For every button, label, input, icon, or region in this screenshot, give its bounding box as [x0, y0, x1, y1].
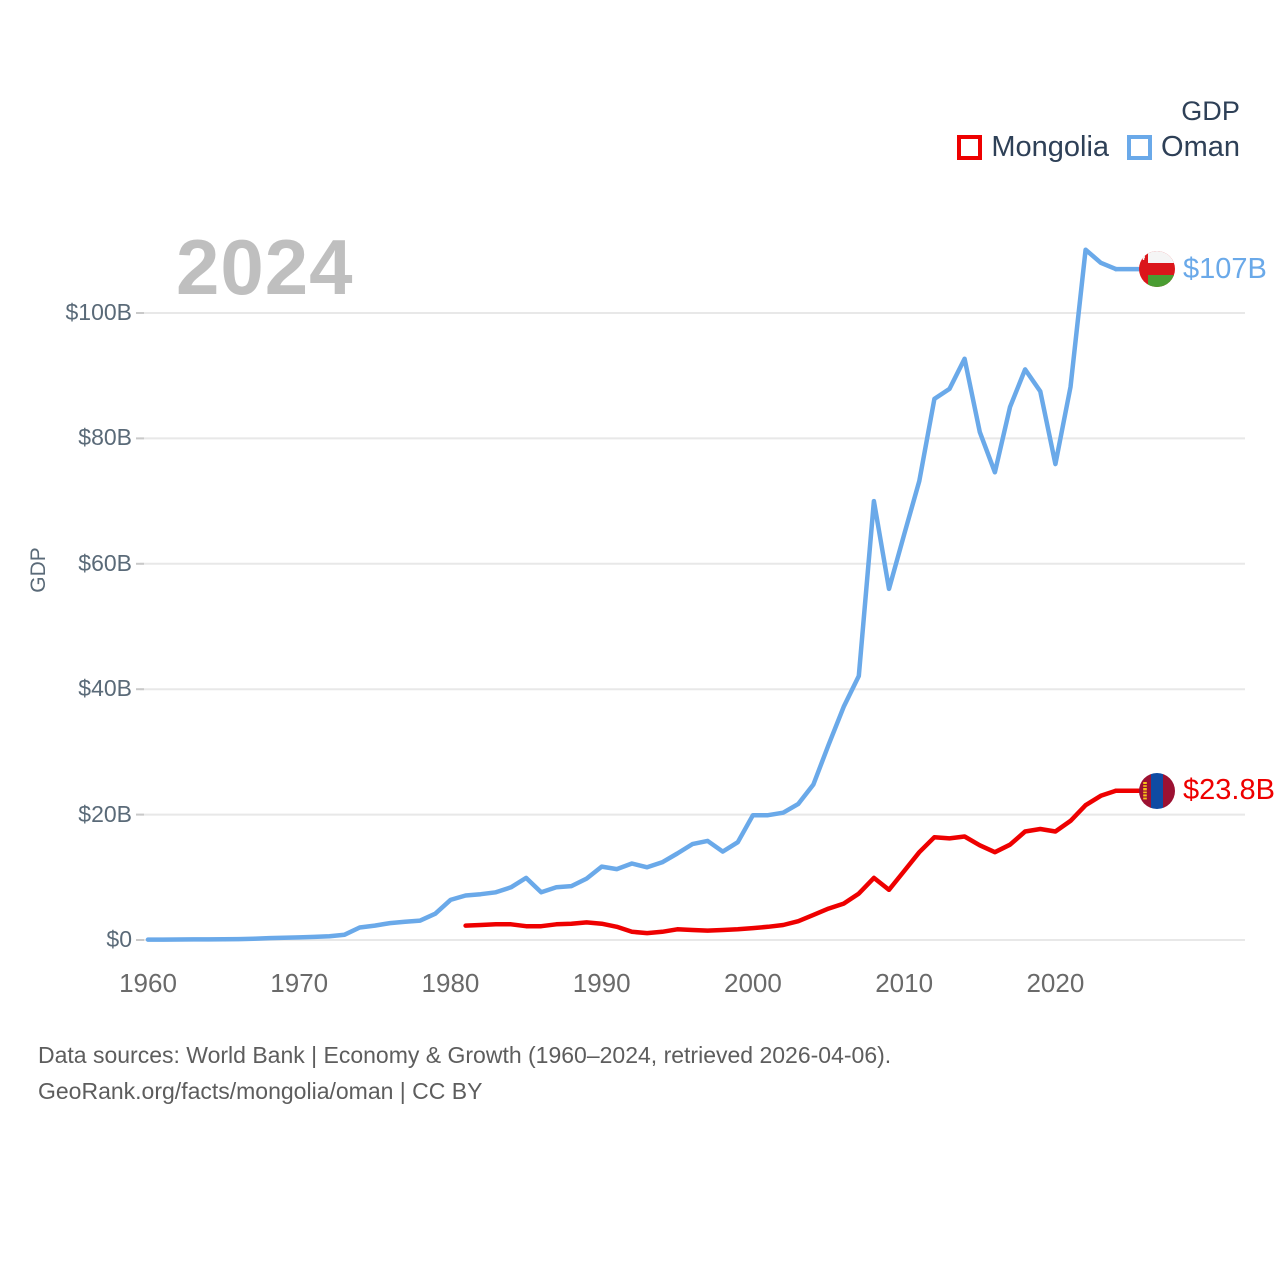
mongolia-flag-icon	[1139, 772, 1175, 809]
legend-swatch-oman	[1127, 135, 1153, 160]
legend-title: GDP	[1181, 96, 1240, 126]
year-watermark: 2024	[176, 223, 354, 311]
endpoint-marker-oman: $107B	[1139, 251, 1267, 288]
gridlines	[140, 312, 1245, 941]
footer-line-sources: Data sources: World Bank | Economy & Gro…	[38, 1042, 892, 1068]
oman-flag-icon	[1139, 251, 1175, 288]
endpoint-value-oman: $107B	[1183, 252, 1267, 285]
y-tick-marks	[136, 312, 144, 941]
legend-entry-oman[interactable]: Oman	[1127, 133, 1240, 162]
legend-swatch-mongolia	[957, 135, 983, 160]
x-tick-label: 1970	[270, 968, 329, 998]
x-tick-label: 2010	[875, 968, 934, 998]
y-tick-label: $0	[106, 926, 132, 952]
chart-legend: GDP Mongolia Oman	[957, 96, 1240, 162]
footer-line-url[interactable]: GeoRank.org/facts/mongolia/oman | CC BY	[38, 1077, 483, 1104]
legend-items: Mongolia Oman	[957, 133, 1240, 162]
legend-label-mongolia: Mongolia	[991, 131, 1110, 163]
x-tick-label: 2020	[1026, 968, 1085, 998]
x-tick-label: 2000	[724, 968, 782, 998]
y-tick-label: $40B	[78, 675, 132, 702]
y-tick-label: $20B	[78, 800, 132, 827]
series-line-mongolia	[463, 788, 1119, 936]
series-line-oman	[145, 247, 1119, 942]
x-tick-label: 1980	[421, 968, 480, 998]
y-tick-label: $80B	[78, 424, 132, 451]
endpoint-value-mongolia: $23.8B	[1183, 774, 1275, 807]
legend-label-oman: Oman	[1161, 131, 1240, 163]
y-tick-label: $100B	[65, 299, 132, 325]
series-lines	[145, 247, 1144, 942]
y-tick-label: $60B	[78, 549, 132, 576]
footer-attribution: Data sources: World Bank | Economy & Gro…	[38, 1038, 891, 1109]
legend-entry-mongolia[interactable]: Mongolia	[957, 133, 1109, 162]
endpoint-marker-mongolia: $23.8B	[1139, 772, 1275, 809]
x-tick-label: 1990	[572, 968, 631, 998]
x-tick-label: 1960	[119, 968, 177, 998]
